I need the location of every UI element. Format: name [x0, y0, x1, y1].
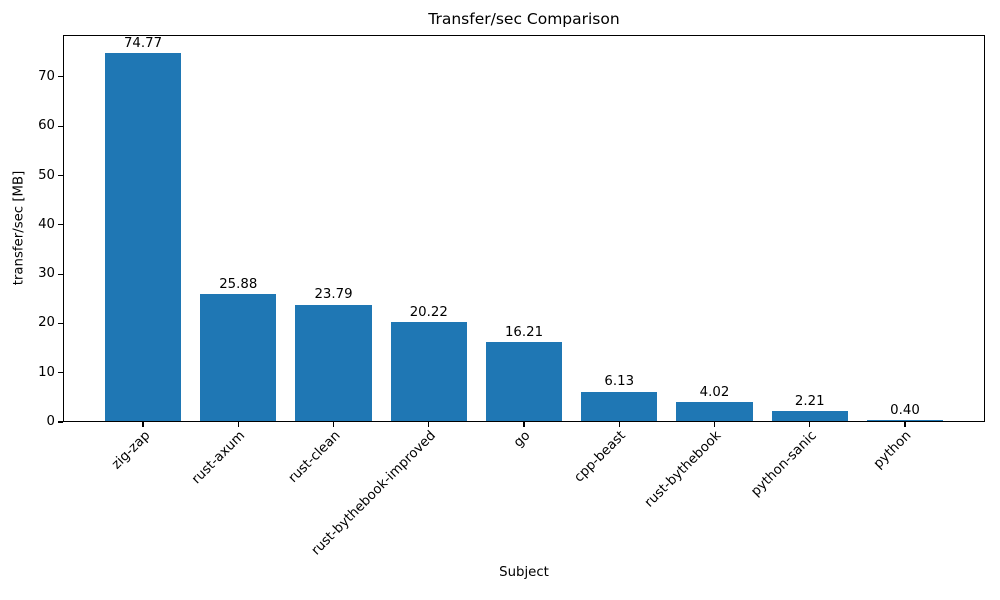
bar-value-label: 74.77 [123, 36, 163, 52]
y-tick-mark [58, 273, 63, 275]
x-tick-label: cpp-beast [571, 428, 630, 486]
bar-value-label: 2.21 [794, 393, 825, 409]
y-tick-label: 40 [38, 216, 55, 232]
bar-rust-bythebook-improved [390, 322, 467, 422]
x-tick-label: python [871, 428, 915, 472]
bar-cpp-beast [581, 391, 658, 422]
bar-python [866, 420, 944, 422]
x-tick-mark [618, 422, 620, 427]
bar-rust-bythebook [676, 402, 753, 422]
bar-value-label: 25.88 [219, 277, 258, 293]
x-tick-label: zig-zap [108, 428, 153, 473]
x-tick-mark [523, 422, 525, 427]
y-tick-mark [58, 76, 63, 78]
plot-area: 0 10 20 30 40 50 60 70 74.77 zig-zap 25.88 rust-axu… [38, 35, 985, 558]
bar-value-label: 4.02 [699, 384, 730, 400]
x-axis-label: Subject [499, 565, 549, 580]
bar-rust-axum [200, 294, 277, 422]
y-tick-mark [58, 174, 63, 177]
bar-zig-zap [104, 53, 182, 422]
x-tick-mark [713, 422, 716, 427]
y-tick-mark [58, 125, 63, 127]
y-tick-label: 70 [38, 68, 55, 84]
y-tick-label: 60 [38, 118, 55, 134]
y-tick-label: 30 [38, 266, 55, 282]
y-tick-label: 10 [38, 364, 55, 380]
y-tick-label: 50 [38, 167, 55, 183]
x-tick-label: rust-axum [189, 428, 249, 488]
x-tick-label: rust-bythebook [642, 428, 725, 511]
bar-value-label: 23.79 [314, 287, 353, 303]
y-tick-mark [58, 322, 63, 324]
x-tick-mark [237, 422, 239, 427]
x-tick-mark [142, 422, 144, 427]
bar-value-label: 16.21 [504, 324, 544, 340]
x-tick-mark [809, 422, 811, 427]
bar-go [485, 342, 563, 422]
y-tick-label: 20 [38, 315, 55, 331]
bar-python-sanic [771, 411, 848, 422]
y-tick-mark [58, 372, 63, 374]
x-tick-label: go [511, 428, 534, 451]
bar-value-label: 0.40 [890, 402, 920, 418]
x-tick-mark [428, 422, 430, 427]
bar-rust-clean [295, 304, 372, 422]
x-tick-mark [332, 422, 335, 427]
y-tick-mark [58, 224, 63, 226]
chart-title: Transfer/sec Comparison [428, 10, 620, 28]
y-tick-mark [58, 421, 63, 423]
x-tick-mark [904, 422, 906, 427]
x-tick-label: python-sanic [748, 428, 820, 500]
x-tick-label: rust-clean [285, 428, 344, 486]
y-tick-label: 0 [46, 414, 55, 429]
bar-value-label: 6.13 [604, 374, 635, 390]
bar-value-label: 20.22 [409, 305, 448, 321]
y-axis-label: transfer/sec [MB] [11, 170, 27, 286]
